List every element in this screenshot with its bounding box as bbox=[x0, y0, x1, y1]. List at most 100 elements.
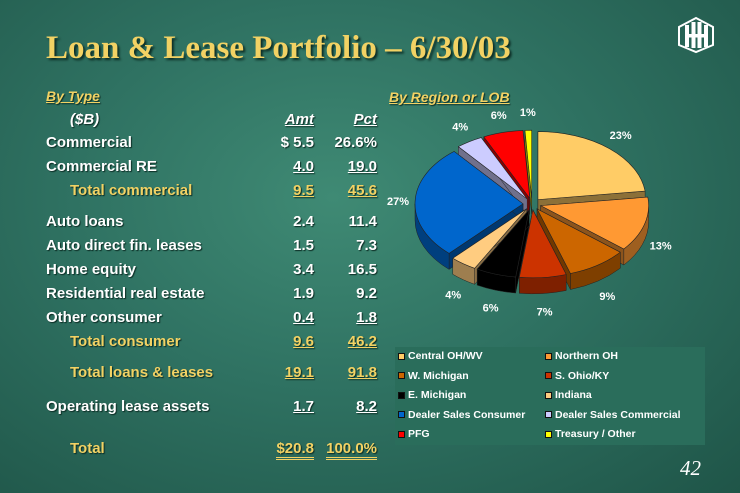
units-label: ($B) bbox=[70, 111, 100, 128]
legend-item: S. Ohio/KY bbox=[545, 370, 609, 382]
legend-label: Dealer Sales Consumer bbox=[408, 408, 526, 421]
legend-swatch bbox=[398, 352, 405, 360]
row-percent: 19.0 bbox=[347, 158, 377, 175]
row-label: Home equity bbox=[46, 261, 137, 278]
table-row: Auto loans 2.4 11.4 bbox=[46, 213, 386, 233]
legend-item: Dealer Sales Consumer bbox=[398, 409, 525, 421]
page-title: Loan & Lease Portfolio – 6/30/03 bbox=[46, 30, 511, 66]
legend-swatch bbox=[545, 372, 552, 379]
legend-swatch bbox=[398, 430, 405, 438]
row-percent: 91.8 bbox=[347, 364, 377, 381]
row-percent: 45.6 bbox=[347, 182, 377, 199]
row-percent: 9.2 bbox=[356, 285, 377, 302]
row-amount: 9.6 bbox=[293, 333, 314, 350]
row-percent: 1.8 bbox=[356, 309, 377, 326]
table-row: Home equity 3.4 16.5 bbox=[46, 261, 386, 281]
pie-legend: Central OH/WV Northern OH W. Michigan S. Oh… bbox=[395, 347, 705, 445]
row-amount: 2.4 bbox=[293, 213, 314, 230]
pie-data-label: 7% bbox=[537, 307, 553, 319]
table-row: Commercial $ 5.5 26.6% bbox=[46, 134, 386, 154]
row-amount: 0.4 bbox=[293, 309, 314, 326]
row-label: Total loans & leases bbox=[70, 364, 214, 381]
row-label: Residential real estate bbox=[46, 285, 205, 302]
row-percent: 11.4 bbox=[348, 213, 377, 230]
legend-swatch bbox=[398, 391, 405, 399]
legend-swatch bbox=[545, 411, 552, 418]
row-amount: 1.7 bbox=[293, 398, 314, 415]
row-amount: 1.9 bbox=[293, 285, 314, 302]
legend-swatch bbox=[545, 430, 552, 438]
table-row: Operating lease assets 1.7 8.2 bbox=[46, 398, 386, 418]
pie-data-label: 9% bbox=[599, 291, 615, 303]
row-amount: 19.1 bbox=[284, 364, 314, 381]
legend-swatch bbox=[398, 372, 405, 379]
row-amount: 3.4 bbox=[293, 261, 314, 278]
row-amount: $20.8 bbox=[276, 440, 314, 460]
row-percent: 100.0% bbox=[326, 440, 377, 460]
legend-label: S. Ohio/KY bbox=[555, 369, 610, 382]
row-label: Auto direct fin. leases bbox=[46, 237, 202, 254]
legend-item: Central OH/WV bbox=[398, 350, 483, 362]
legend-label: Central OH/WV bbox=[408, 350, 483, 362]
table-row: Total consumer 9.6 46.2 bbox=[46, 333, 386, 353]
region-pie-chart: 23% 13% 9% 7% 6% 4% 27% 4% 6% 1% bbox=[387, 108, 672, 319]
legend-label: E. Michigan bbox=[408, 389, 467, 401]
pie-data-label: 13% bbox=[650, 241, 672, 253]
pie-slice bbox=[524, 129, 533, 215]
amt-header: Amt bbox=[284, 111, 314, 128]
row-label: Total bbox=[70, 440, 105, 457]
row-label: Total consumer bbox=[70, 333, 181, 350]
legend-label: Indiana bbox=[555, 389, 592, 401]
row-percent: 8.2 bbox=[356, 398, 377, 415]
row-amount: 1.5 bbox=[293, 237, 314, 254]
legend-label: Treasury / Other bbox=[555, 428, 636, 440]
legend-item: Treasury / Other bbox=[545, 428, 636, 440]
row-amount: 9.5 bbox=[293, 182, 314, 199]
row-label: Operating lease assets bbox=[46, 398, 210, 415]
row-label: Total commercial bbox=[70, 182, 193, 199]
legend-label: Dealer Sales Commercial bbox=[555, 408, 681, 421]
legend-item: Indiana bbox=[545, 389, 592, 401]
legend-item: Dealer Sales Commercial bbox=[545, 409, 681, 421]
row-percent: 7.3 bbox=[356, 237, 377, 254]
table-row: Commercial RE 4.0 19.0 bbox=[46, 158, 386, 178]
table-row: Total commercial 9.5 45.6 bbox=[46, 182, 386, 202]
legend-label: PFG bbox=[408, 428, 430, 440]
table-row: Residential real estate 1.9 9.2 bbox=[46, 285, 386, 305]
table-row: Other consumer 0.4 1.8 bbox=[46, 309, 386, 329]
legend-item: W. Michigan bbox=[398, 370, 469, 382]
row-percent: 26.6% bbox=[334, 134, 377, 151]
page-number: 42 bbox=[680, 456, 701, 480]
legend-swatch bbox=[398, 411, 405, 418]
table-header-row: ($B) Amt Pct bbox=[46, 111, 386, 131]
legend-swatch bbox=[545, 352, 552, 360]
pct-header: Pct bbox=[353, 111, 377, 128]
row-percent: 46.2 bbox=[347, 333, 377, 350]
pie-data-label: 27% bbox=[387, 196, 409, 208]
pie-data-label: 6% bbox=[491, 110, 507, 122]
row-percent: 16.5 bbox=[347, 261, 377, 278]
row-label: Commercial bbox=[46, 134, 132, 151]
company-logo bbox=[678, 16, 714, 54]
legend-item: PFG bbox=[398, 428, 430, 440]
row-label: Commercial RE bbox=[46, 158, 157, 175]
by-type-heading: By Type bbox=[46, 88, 100, 104]
table-row: Auto direct fin. leases 1.5 7.3 bbox=[46, 237, 386, 257]
row-label: Auto loans bbox=[46, 213, 124, 230]
row-amount: $ 5.5 bbox=[280, 134, 314, 151]
legend-item: E. Michigan bbox=[398, 389, 466, 401]
pie-data-label: 4% bbox=[452, 121, 468, 133]
table-row: Total loans & leases 19.1 91.8 bbox=[46, 364, 386, 384]
pie-data-label: 1% bbox=[520, 108, 536, 119]
row-label: Other consumer bbox=[46, 309, 162, 326]
legend-label: Northern OH bbox=[555, 350, 618, 362]
pie-slice bbox=[518, 208, 567, 295]
row-amount: 4.0 bbox=[293, 158, 314, 175]
legend-item: Northern OH bbox=[545, 350, 618, 362]
pie-data-label: 4% bbox=[445, 289, 461, 301]
legend-swatch bbox=[545, 391, 552, 399]
table-row: Total $20.8 100.0% bbox=[46, 440, 386, 460]
pie-slice bbox=[476, 208, 530, 294]
legend-label: W. Michigan bbox=[408, 369, 469, 382]
pie-data-label: 6% bbox=[483, 302, 499, 314]
